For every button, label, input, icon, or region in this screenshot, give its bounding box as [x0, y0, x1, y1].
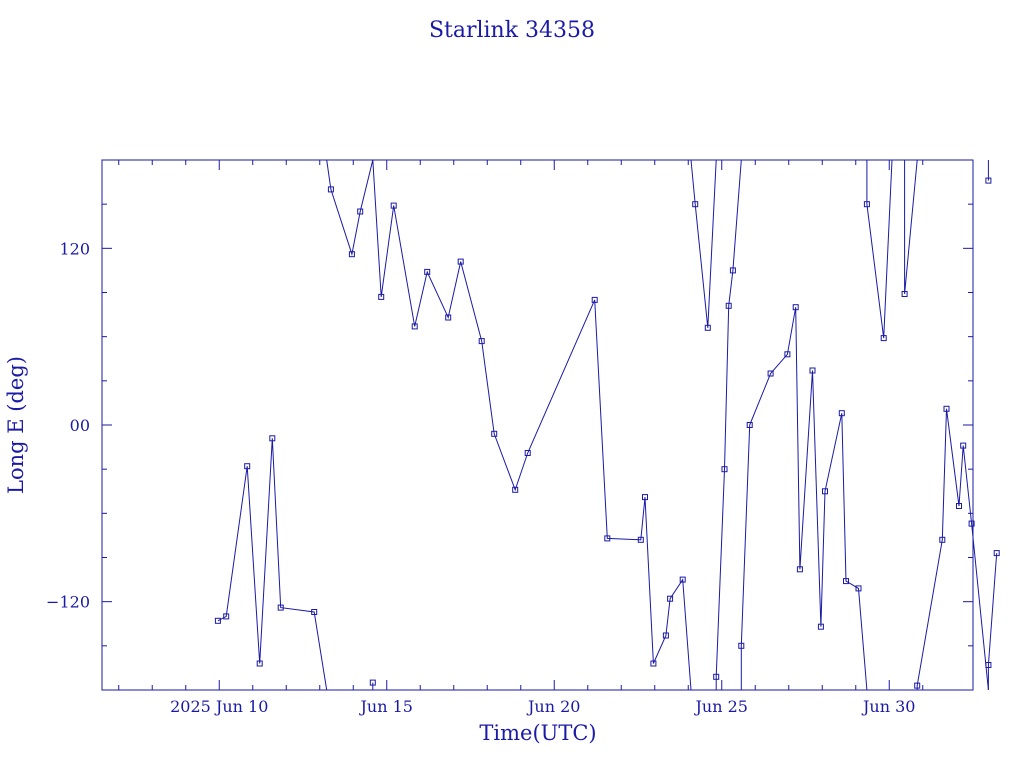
data-point: [679, 576, 686, 583]
data-point: [311, 609, 318, 615]
data-point: [277, 604, 284, 611]
data-point: [348, 251, 355, 258]
data-point: [411, 323, 418, 330]
series-line-segment: [740, 307, 868, 691]
x-tick-label: 2025 Jun 10: [170, 697, 268, 716]
data-point: [843, 578, 849, 585]
data-point: [863, 201, 870, 208]
data-point: [767, 370, 774, 377]
data-point: [478, 338, 485, 345]
series-line-segment: [326, 159, 374, 257]
x-tick-label: Jun 30: [861, 697, 915, 716]
data-point: [327, 186, 334, 193]
data-point: [943, 405, 950, 412]
data-point: [662, 632, 669, 639]
data-point: [524, 450, 531, 456]
data-point: [784, 351, 791, 358]
data-point: [491, 430, 498, 437]
data-point: [650, 660, 657, 667]
data-point: [796, 566, 803, 573]
data-point: [822, 488, 828, 495]
data-point: [725, 302, 732, 309]
data-point: [256, 660, 263, 667]
x-tick-label: Jun 25: [694, 697, 748, 716]
data-point: [960, 442, 967, 449]
data-point: [704, 324, 711, 331]
data-point: [591, 296, 598, 303]
series-line-segment: [372, 159, 692, 691]
y-axis-label: Long E (deg): [4, 356, 28, 494]
data-point: [604, 535, 611, 542]
series-line-segment: [916, 408, 989, 691]
data-point: [214, 617, 221, 624]
data-point: [637, 536, 644, 543]
data-point: [817, 623, 824, 630]
data-point: [738, 642, 745, 649]
data-point: [244, 463, 251, 470]
series-line-segment: [715, 159, 742, 690]
data-point: [939, 536, 946, 543]
series-line-segment: [690, 159, 717, 328]
x-tick-label: Jun 20: [526, 697, 580, 716]
data-point: [985, 662, 992, 668]
chart-title: Starlink 34358: [429, 18, 595, 43]
data-point: [378, 293, 385, 300]
data-point: [729, 267, 736, 274]
data-point: [993, 550, 1000, 557]
axis-ticks: [102, 160, 973, 690]
data-point: [445, 314, 452, 321]
series-line-segment: [217, 438, 328, 691]
series-line-segment: [987, 553, 998, 690]
data-point: [369, 679, 376, 686]
data-point: [512, 486, 519, 493]
data-point: [880, 335, 887, 342]
data-point: [642, 494, 648, 501]
data-point: [269, 435, 276, 442]
y-tick-label: 120: [59, 239, 90, 258]
data-point: [424, 268, 431, 275]
data-point: [457, 258, 464, 265]
data-point: [746, 422, 753, 428]
tick-labels: 2025 Jun 10 Jun 15 Jun 20 Jun 25 Jun 30 −120 0…: [46, 239, 915, 716]
series-line-segment: [904, 159, 918, 295]
data-point: [692, 201, 699, 208]
data-point: [357, 208, 364, 215]
x-axis-label: Time(UTC): [479, 721, 596, 745]
data-point: [390, 202, 397, 209]
data-point: [721, 466, 728, 473]
y-tick-label: 00: [70, 416, 90, 435]
data-point: [667, 595, 674, 602]
data-point: [968, 520, 975, 527]
data-point: [223, 613, 230, 620]
x-tick-label: Jun 15: [359, 697, 413, 716]
data-point: [914, 682, 921, 689]
data-point: [956, 503, 962, 509]
data-point: [901, 291, 908, 297]
y-tick-label: −120: [46, 593, 90, 612]
data-point: [809, 367, 816, 374]
data-markers: [214, 177, 1000, 689]
data-point: [838, 410, 845, 417]
data-point: [792, 304, 799, 311]
data-point: [985, 177, 992, 184]
series-line-segment: [866, 159, 893, 339]
data-point: [713, 673, 720, 680]
data-point: [855, 585, 862, 592]
series-lines: [217, 159, 998, 691]
